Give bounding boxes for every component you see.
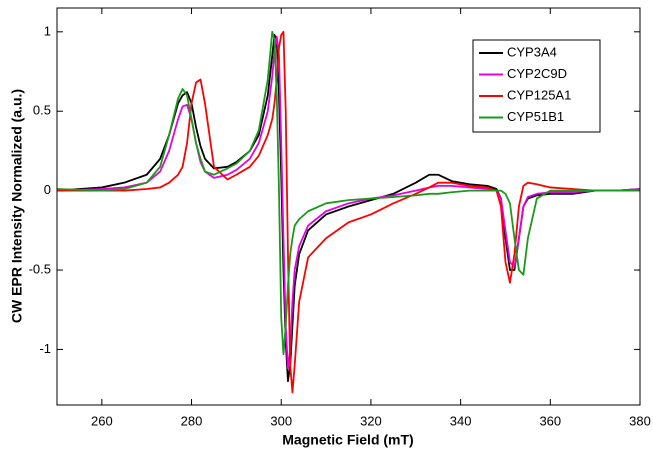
y-tick-label: -1: [39, 341, 51, 356]
x-axis-label: Magnetic Field (mT): [282, 432, 413, 448]
x-tick-label: 260: [91, 413, 113, 428]
legend-label: CYP51B1: [507, 109, 564, 124]
y-tick-label: -0.5: [29, 261, 51, 276]
y-axis-label: CW EPR Intensity Normalized (a.u.): [9, 89, 25, 323]
x-tick-label: 320: [360, 413, 382, 428]
x-tick-label: 300: [270, 413, 292, 428]
x-tick-label: 360: [539, 413, 561, 428]
series-line: [56, 30, 640, 356]
legend-label: CYP125A1: [507, 87, 571, 102]
y-tick-label: 0.5: [33, 103, 51, 118]
y-tick-label: 0: [44, 182, 51, 197]
legend-label: CYP3A4: [507, 44, 557, 59]
x-tick-label: 380: [629, 413, 651, 428]
series-line: [56, 34, 641, 383]
plot-frame: [56, 7, 641, 406]
legend-label: CYP2C9D: [507, 66, 567, 81]
x-tick-label: 340: [450, 413, 472, 428]
series-line: [57, 30, 640, 394]
y-tick-label: 1: [44, 23, 51, 38]
x-tick-label: 280: [181, 413, 203, 428]
